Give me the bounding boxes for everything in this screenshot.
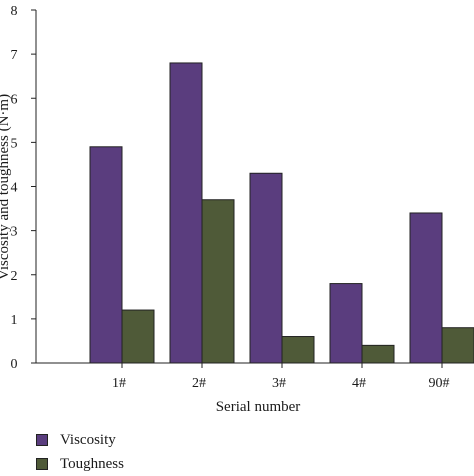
legend-label-toughness: Toughness: [60, 455, 124, 472]
bar-toughness-3: [361, 344, 395, 364]
bar-toughness-4: [441, 327, 474, 364]
y-axis-label: Viscosity and toughness (N·m): [0, 94, 12, 280]
y-tick-label: 1: [11, 313, 18, 328]
x-axis-label: Serial number: [216, 399, 301, 415]
bars-group: [89, 62, 474, 364]
y-tick-label: 6: [11, 92, 18, 107]
legend-item-toughness: Toughness: [36, 452, 124, 476]
legend-label-viscosity: Viscosity: [60, 431, 116, 448]
bar-toughness-0: [121, 309, 155, 364]
x-tick-label: 3#: [272, 376, 286, 391]
x-axis-ticks: 1# 2# 3# 4# 90#: [112, 363, 450, 391]
bar-viscosity-3: [329, 283, 363, 364]
legend-swatch-toughness: [36, 458, 48, 470]
y-tick-label: 3: [11, 225, 18, 240]
bar-viscosity-4: [409, 212, 443, 364]
bar-toughness-1: [201, 199, 235, 364]
x-tick-label: 2#: [192, 376, 206, 391]
legend: Viscosity Toughness: [36, 428, 124, 476]
y-tick-label: 7: [11, 48, 18, 63]
y-tick-label: 8: [11, 4, 18, 19]
y-tick-label: 5: [11, 136, 18, 151]
x-tick-label: 4#: [352, 376, 366, 391]
y-axis-ticks: 0 1 2 3 4 5 6 7 8: [11, 4, 36, 372]
bar-viscosity-0: [89, 146, 123, 364]
legend-swatch-viscosity: [36, 434, 48, 446]
y-tick-label: 0: [11, 357, 18, 372]
y-tick-label: 4: [11, 181, 18, 196]
bar-viscosity-2: [249, 172, 283, 364]
bar-toughness-2: [281, 336, 315, 364]
legend-item-viscosity: Viscosity: [36, 428, 124, 452]
x-tick-label: 90#: [429, 376, 450, 391]
bar-viscosity-1: [169, 62, 203, 364]
y-tick-label: 2: [11, 269, 18, 284]
x-tick-label: 1#: [112, 376, 126, 391]
